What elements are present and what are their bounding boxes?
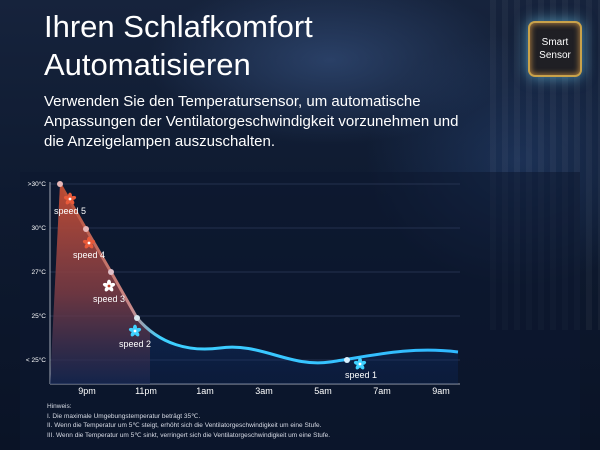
- data-point: [83, 226, 89, 232]
- fan-icon: [63, 192, 77, 205]
- page-title: Ihren Schlafkomfort Automatisieren: [44, 9, 313, 82]
- note-line: III. Wenn die Temperatur um 5℃ sinkt, ve…: [47, 431, 331, 439]
- y-tick-label: 25°C: [31, 312, 46, 320]
- speed-label: speed 4: [73, 250, 105, 260]
- x-tick-label: 3am: [255, 386, 273, 396]
- fan-icon: [128, 324, 142, 337]
- hot-area: [50, 184, 150, 384]
- y-tick-label: 30°C: [31, 224, 46, 232]
- temperature-curve: [58, 183, 459, 365]
- badge-line-2: Sensor: [539, 50, 571, 61]
- data-point: [134, 315, 140, 321]
- y-tick-label: < 25°C: [26, 356, 46, 364]
- x-tick-label: 5am: [314, 386, 332, 396]
- notes-heading: Hinweis:: [47, 403, 72, 410]
- fan-icon: [353, 357, 367, 370]
- notes-section: Hinweis: I. Die maximale Umgebungstemper…: [47, 402, 567, 440]
- data-point: [108, 269, 114, 275]
- x-tick-label: 11pm: [135, 386, 157, 396]
- data-point: [344, 357, 350, 363]
- speed-label: speed 2: [119, 339, 151, 349]
- badge-line-1: Smart: [541, 37, 569, 48]
- fan-icon: [102, 279, 116, 292]
- y-tick-label: 27°C: [31, 268, 46, 276]
- x-tick-label: 7am: [373, 386, 391, 396]
- x-tick-label: 1am: [196, 386, 214, 396]
- fan-icon: [82, 236, 96, 249]
- note-line: I. Die maximale Umgebungstemperatur betr…: [47, 412, 201, 420]
- speed-label: speed 1: [345, 370, 377, 380]
- x-tick-label: 9am: [432, 386, 450, 396]
- x-tick-label: 9pm: [78, 386, 96, 396]
- data-point: [57, 181, 63, 187]
- note-line: II. Wenn die Temperatur um 5℃ steigt, er…: [47, 422, 322, 429]
- y-tick-label: >30°C: [28, 180, 47, 188]
- speed-label: speed 3: [93, 294, 125, 304]
- smart-sensor-badge: Smart Sensor: [530, 23, 580, 75]
- page-subtitle: Verwenden Sie den Temperatursensor, um a…: [44, 93, 459, 150]
- speed-label: speed 5: [54, 206, 86, 216]
